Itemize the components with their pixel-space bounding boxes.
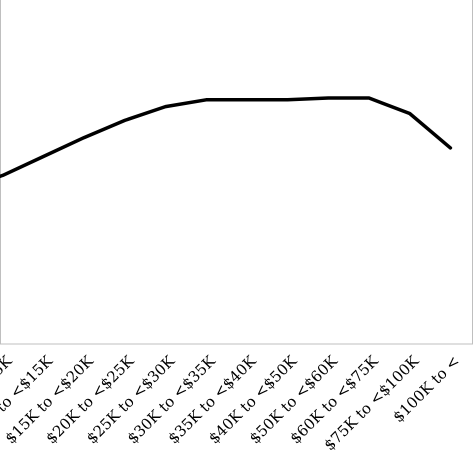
plot-area: [0, 0, 473, 345]
series-line-0: [0, 96, 453, 179]
series-layer: [0, 96, 453, 179]
x-axis-tick-labels: <$10K$10K to <$12.5K$12.5K to <$15K$15K …: [0, 351, 463, 457]
